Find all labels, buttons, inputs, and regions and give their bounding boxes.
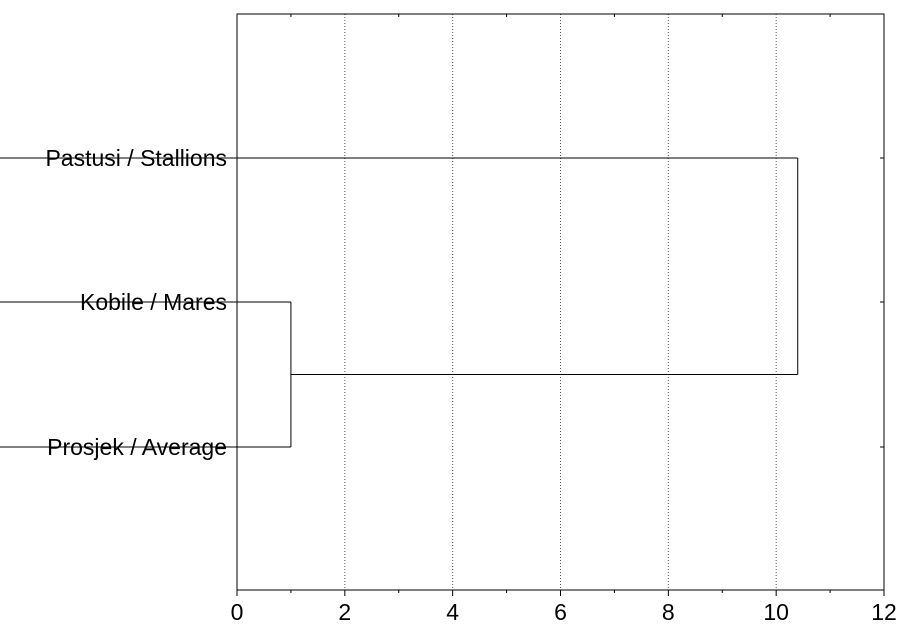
x-tick-label: 10 — [763, 599, 789, 625]
leaf-label: Pastusi / Stallions — [45, 145, 227, 171]
x-tick-label: 12 — [871, 599, 897, 625]
x-tick-labels: 0 2 4 6 8 10 12 — [231, 599, 897, 625]
minor-ticks — [236, 14, 885, 596]
dendrogram-branches — [0, 157, 799, 448]
leaf-labels: Pastusi / Stallions Kobile / Mares Prosjek… — [45, 145, 227, 460]
x-tick-label: 2 — [338, 599, 351, 625]
x-tick-label: 4 — [446, 599, 459, 625]
grid-lines — [344, 14, 777, 590]
x-tick-label: 8 — [662, 599, 675, 625]
x-tick-label: 0 — [231, 599, 244, 625]
x-tick-label: 6 — [554, 599, 567, 625]
leaf-label: Prosjek / Average — [47, 434, 227, 460]
leaf-label: Kobile / Mares — [80, 289, 227, 315]
